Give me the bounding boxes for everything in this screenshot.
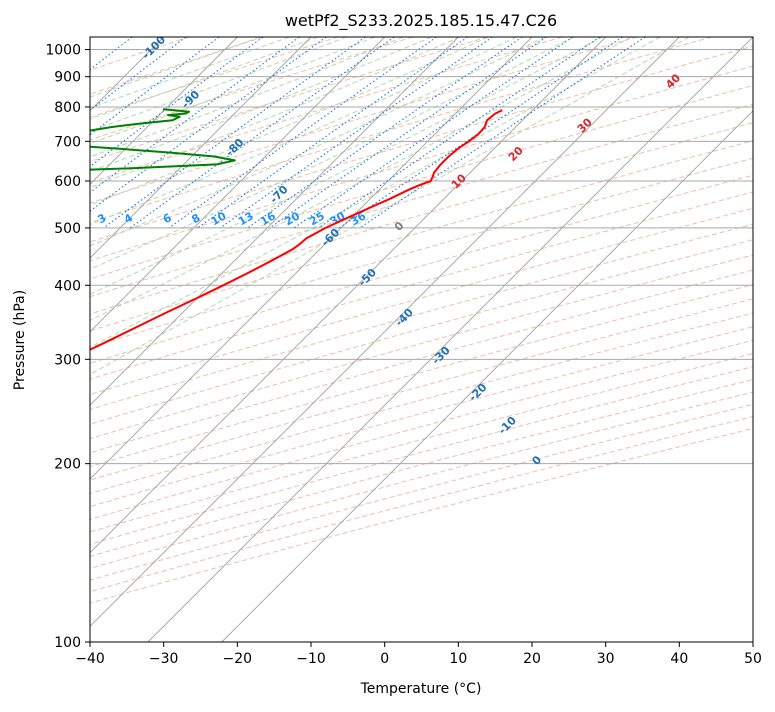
isotherm-line (90, 37, 386, 333)
isotherm-line (90, 37, 533, 480)
mixing-ratio-line (338, 37, 623, 229)
moist-adiabat-line (90, 37, 517, 225)
dry-adiabat-line (90, 191, 753, 380)
moist-adiabat-line (90, 37, 290, 109)
x-tick-label: −10 (296, 651, 326, 667)
dry-adiabat-line (90, 415, 753, 593)
temperature-profile-line (90, 109, 503, 351)
mixing-ratio-line (247, 37, 523, 229)
y-tick-label: 500 (54, 221, 81, 237)
isotherm-line (147, 37, 753, 642)
mixing-ratio-line (293, 37, 574, 229)
mixing-ratio-line (168, 37, 437, 229)
dry-adiabat-line (90, 254, 753, 440)
x-tick-label: 40 (670, 651, 688, 667)
dry-adiabat-line (90, 403, 753, 581)
dry-adiabat-line (90, 174, 753, 364)
isotherm-line (90, 37, 459, 406)
moist-adiabat-line (90, 37, 489, 206)
x-tick-label: 10 (449, 651, 467, 667)
moist-adiabat-line (90, 37, 347, 132)
dry-adiabat-line (90, 103, 753, 298)
y-axis-ticks: 1000 900 800 700 600 500 400 300 200 100 (45, 43, 90, 651)
dry-adiabat-line (90, 37, 488, 163)
dry-adiabat-line (90, 37, 712, 224)
dry-adiabat-line (90, 298, 753, 481)
dry-adiabat-line (90, 122, 753, 315)
y-tick-label: 900 (54, 70, 81, 86)
x-tick-label: −20 (223, 651, 253, 667)
mixing-ratio-line (359, 37, 646, 229)
y-tick-label: 400 (54, 278, 81, 294)
x-axis-ticks: −40 −30 −20 −10 0 10 20 30 40 50 (75, 642, 762, 667)
sounding-series (90, 108, 503, 351)
moist-adiabat-line (90, 37, 632, 322)
moist-adiabat-line (90, 37, 375, 144)
dry-adiabat-line (90, 45, 753, 243)
mixing-ratio-line (90, 37, 187, 111)
y-tick-label: 300 (54, 352, 81, 368)
mixing-ratio-line (269, 37, 547, 229)
dry-adiabat-line (90, 427, 753, 604)
y-tick-label: 100 (54, 635, 81, 651)
x-tick-label: 50 (744, 651, 762, 667)
isotherm-line (90, 37, 312, 259)
mixing-ratio-line (90, 37, 300, 194)
moist-adiabat-line (90, 37, 546, 247)
x-tick-label: 20 (523, 651, 541, 667)
moist-adiabat-line (90, 37, 318, 120)
chart-title: wetPf2_S233.2025.185.15.47.C26 (285, 11, 557, 31)
mixing-ratio-line (220, 37, 493, 229)
dry-adiabat-line (90, 37, 414, 141)
y-tick-label: 800 (54, 100, 81, 116)
moist-adiabat-line (90, 37, 404, 158)
moist-adiabat-line (90, 37, 603, 295)
isotherm-line (90, 37, 680, 627)
dry-adiabat-line (90, 65, 753, 262)
dry-adiabat-line (90, 284, 753, 468)
isotherm-line (90, 37, 238, 185)
moist-adiabat-line (90, 37, 574, 270)
y-tick-label: 700 (54, 134, 81, 150)
isotherm-line (221, 110, 753, 642)
x-axis-label: Temperature (°C) (360, 681, 482, 697)
y-axis-label: Pressure (hPa) (12, 290, 28, 390)
moist-adiabat-line (90, 37, 661, 348)
mixing-ratio-line (90, 37, 264, 168)
mixing-ratio-line (90, 37, 327, 212)
x-tick-label: 0 (380, 651, 389, 667)
mixing-ratio-line (90, 37, 220, 136)
dry-adiabat-line (90, 378, 753, 557)
mixing-ratio-line (318, 37, 601, 229)
y-tick-label: 200 (54, 457, 81, 473)
isotherm-line (90, 37, 607, 554)
x-tick-label: −30 (149, 651, 179, 667)
background-lines (90, 37, 753, 642)
dry-adiabat-line (90, 391, 753, 569)
dry-adiabat-line (90, 326, 753, 508)
x-tick-label: −40 (75, 651, 105, 667)
y-tick-label: 600 (54, 174, 81, 190)
dry-adiabat-line (90, 223, 753, 411)
dry-adiabat-line (90, 37, 563, 184)
y-tick-label: 1000 (45, 43, 81, 59)
moist-adiabat-line (90, 37, 690, 375)
x-tick-label: 30 (597, 651, 615, 667)
moist-adiabat-line (90, 37, 460, 188)
plot-frame (89, 36, 754, 643)
dry-adiabat-line (90, 84, 753, 280)
